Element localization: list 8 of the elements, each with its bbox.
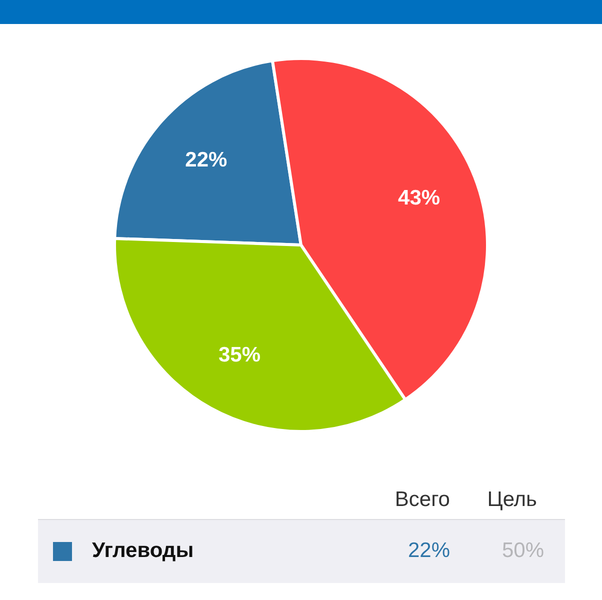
text: 50% <box>502 539 544 563</box>
text: Цель <box>487 488 537 512</box>
text: 22% <box>408 539 450 562</box>
data-label: 43% <box>398 186 440 210</box>
data-label: 35% <box>218 344 261 367</box>
legend-label: Углеводы <box>92 539 194 563</box>
text: Всего <box>394 488 450 512</box>
data-label: 22% <box>185 148 228 172</box>
